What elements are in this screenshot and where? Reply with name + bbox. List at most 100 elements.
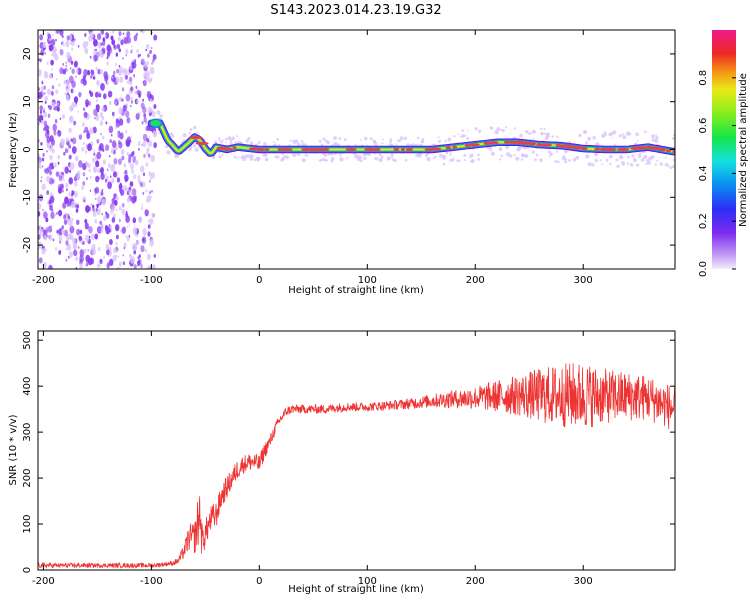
xtick-label: -100 xyxy=(140,275,163,286)
noise-speckle xyxy=(121,87,125,92)
noise-speckle xyxy=(38,210,41,217)
noise-speckle xyxy=(89,55,92,59)
noise-speckle xyxy=(128,223,131,226)
noise-speckle xyxy=(97,41,102,49)
noise-speckle xyxy=(99,143,104,151)
noise-speckle xyxy=(41,80,44,84)
noise-speckle xyxy=(106,262,110,269)
noise-speckle xyxy=(115,242,118,246)
noise-speckle xyxy=(146,147,150,153)
halo-speck xyxy=(470,159,474,163)
noise-speckle xyxy=(126,117,131,124)
noise-speckle xyxy=(96,151,102,160)
halo-speck xyxy=(659,162,663,166)
noise-speckle xyxy=(65,137,69,143)
noise-speckle xyxy=(46,136,51,144)
noise-speckle xyxy=(133,264,137,269)
noise-speckle xyxy=(128,189,133,197)
halo-speck xyxy=(437,136,440,139)
halo-speck xyxy=(213,140,218,145)
halo-speck xyxy=(500,128,503,132)
halo-speck xyxy=(415,153,419,158)
noise-speckle xyxy=(56,30,60,34)
halo-speck xyxy=(564,149,568,154)
noise-speckle xyxy=(112,30,115,34)
noise-speckle xyxy=(95,48,98,52)
noise-speckle xyxy=(83,69,88,77)
halo-speck xyxy=(549,152,553,156)
noise-speckle xyxy=(153,34,158,41)
halo-speck xyxy=(374,153,376,155)
noise-speckle xyxy=(121,208,126,216)
noise-speckle xyxy=(62,178,65,182)
noise-speckle xyxy=(57,155,60,160)
noise-speckle xyxy=(75,155,79,162)
noise-speckle xyxy=(43,261,47,269)
noise-speckle xyxy=(40,120,44,124)
noise-speckle xyxy=(82,41,88,49)
noise-speckle xyxy=(111,177,115,184)
halo-speck xyxy=(477,129,482,133)
noise-speckle xyxy=(134,224,136,227)
halo-speck xyxy=(637,139,639,142)
noise-speckle xyxy=(54,105,58,111)
halo-speck xyxy=(218,138,221,142)
noise-speckle xyxy=(119,76,124,83)
halo-speck xyxy=(489,127,492,130)
noise-speckle xyxy=(94,219,98,224)
noise-speckle xyxy=(149,218,154,226)
halo-speck xyxy=(192,144,197,148)
noise-speckle xyxy=(65,64,67,67)
colorbar: 0.0 0.2 0.4 0.6 0.8 Normalized spectral ampl… xyxy=(698,30,749,277)
core-blob xyxy=(468,143,480,147)
halo-speck xyxy=(182,133,187,138)
noise-speckle xyxy=(65,182,69,189)
ytick-label: -20 xyxy=(22,237,33,253)
halo-speck xyxy=(403,136,408,140)
noise-speckle xyxy=(111,217,116,223)
core-blob xyxy=(672,150,675,154)
halo-speck xyxy=(621,133,624,136)
core-blob xyxy=(617,147,630,152)
noise-speckle xyxy=(38,257,43,264)
noise-speckle xyxy=(40,176,43,179)
noise-speckle xyxy=(135,85,138,89)
noise-speckle xyxy=(55,78,58,81)
noise-speckle xyxy=(142,133,148,142)
noise-speckle xyxy=(102,148,105,152)
halo-speck xyxy=(463,153,467,157)
noise-speckle xyxy=(121,226,127,234)
noise-speckle xyxy=(145,126,149,132)
noise-speckle xyxy=(63,166,65,169)
noise-speckle xyxy=(147,53,150,58)
noise-speckle xyxy=(93,73,96,77)
noise-speckle xyxy=(51,33,54,37)
noise-speckle xyxy=(57,233,60,237)
noise-speckle xyxy=(49,145,52,149)
noise-speckle xyxy=(151,189,153,193)
halo-speck xyxy=(339,154,342,157)
noise-speckle xyxy=(53,130,57,136)
noise-speckle xyxy=(102,135,105,140)
noise-speckle xyxy=(114,125,117,129)
colorbar-label: Normalized spectral amplitude xyxy=(738,73,749,227)
noise-speckle xyxy=(111,39,116,46)
noise-speckle xyxy=(93,54,98,62)
noise-speckle xyxy=(112,254,117,262)
noise-speckle xyxy=(122,261,126,266)
noise-speckle xyxy=(143,172,145,176)
halo-speck xyxy=(194,147,199,152)
noise-speckle xyxy=(49,195,55,204)
noise-speckle xyxy=(126,197,131,203)
noise-speckle xyxy=(71,101,76,108)
halo-speck xyxy=(575,155,580,160)
noise-speckle xyxy=(115,195,119,201)
halo-speck xyxy=(548,155,551,158)
noise-speckle xyxy=(145,189,148,193)
colorbar-tick-label: 0.6 xyxy=(698,118,709,134)
noise-speckle xyxy=(107,90,113,98)
noise-speckle xyxy=(117,36,121,42)
halo-speck xyxy=(556,160,560,164)
halo-speck xyxy=(490,151,495,156)
ytick-label: 10 xyxy=(22,95,33,108)
